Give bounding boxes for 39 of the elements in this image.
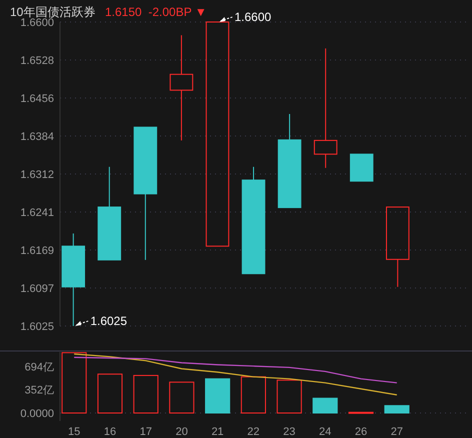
bar [205, 378, 230, 414]
x-tick-label: 27 [390, 426, 403, 438]
bar [62, 352, 87, 414]
y-tick-label: 1.6600 [20, 16, 54, 29]
y-tick-label: 1.6241 [20, 206, 54, 219]
bar [97, 374, 123, 414]
y-tick-label: 694亿 [24, 361, 54, 374]
y-tick-label: 1.6456 [20, 92, 54, 105]
y-tick-label: 352亿 [24, 384, 54, 396]
y-tick-label: 1.6312 [20, 168, 54, 181]
x-tick-label: 24 [319, 426, 332, 438]
y-tick-label: 1.6025 [20, 320, 54, 333]
annotation: 1.6600 [234, 10, 272, 24]
chart-subtitle: 1.6150 -2.00BP ▼ [105, 5, 207, 19]
y-tick-label: 1.6169 [20, 244, 54, 257]
y-tick-label: 1.6384 [20, 130, 54, 143]
bar [133, 374, 158, 414]
x-tick-label: 20 [176, 426, 188, 438]
y-tick-label: 1.6097 [20, 282, 54, 295]
y-tick-label: 1.6528 [20, 54, 54, 67]
x-tick-label: 17 [140, 426, 152, 438]
candlestick [314, 48, 338, 168]
bar [276, 380, 302, 414]
x-tick-label: 22 [247, 426, 260, 438]
bar [312, 398, 338, 414]
candlestick [170, 34, 194, 141]
bar [384, 405, 410, 414]
y-tick-label: 0.0000 [20, 408, 54, 420]
line-series [74, 353, 398, 396]
x-tick-label: 23 [283, 426, 296, 438]
bar [169, 382, 194, 414]
annotation: 1.6025 [90, 314, 128, 328]
x-tick-label: 15 [68, 426, 80, 438]
x-tick-label: 26 [354, 426, 368, 438]
x-tick-label: 16 [104, 426, 116, 438]
bar [240, 376, 266, 414]
chart-title: 10年国债活跃券 [10, 5, 96, 19]
line-series [74, 356, 398, 384]
x-tick-label: 21 [211, 426, 224, 438]
